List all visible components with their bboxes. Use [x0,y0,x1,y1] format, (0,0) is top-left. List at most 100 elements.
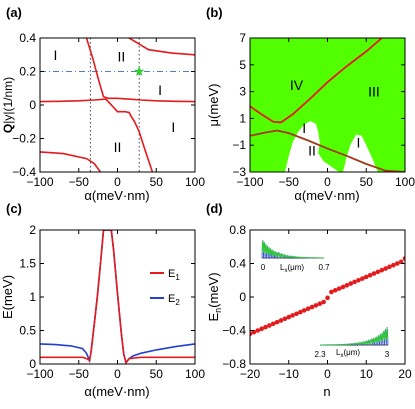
panel-a-star-marker [134,66,145,76]
panel-a-region-label: I [54,47,58,63]
panel-a-frame [39,37,196,173]
panel-a-region-label: II [114,139,122,155]
panel-a-xtick-label: 100 [185,175,205,189]
panel-d-data-point [402,256,405,261]
panel-d-data-point [317,301,323,307]
panel-d-data-point [259,326,264,332]
panel-d-data-point [329,289,334,295]
panel-c-xtick-label: 0 [114,367,121,381]
panel-c-plot-area [40,230,195,364]
panel-a-ytick-label: 0 [29,98,36,112]
panel-d-data-point [344,282,350,288]
panel-b-white-region-2 [343,134,378,172]
panel-b-ytick-label: 3 [239,85,246,99]
panel-c-legend-label: E2 [168,293,180,307]
panel-d-data-point [290,313,295,318]
panel-b-xtick-label: −100 [236,175,263,189]
panel-d-plot-area [250,256,405,337]
panel-b-region-label: II [308,143,316,159]
panel-d-inset-top [261,239,325,260]
panel-c-ytick-label: 2 [29,223,36,237]
panel-b-white-region-1 [284,121,340,172]
panel-d-data-point [286,314,292,320]
panel-d-data-point [340,284,346,290]
panel-a-ytick-label: −0.2 [12,132,36,146]
panel-b-boundary-1 [250,38,383,124]
panel-c-xtick-label: −50 [69,367,90,381]
panel-c-ytick-label: 1 [29,290,36,304]
panel-c-xlabel: α(meV·nm) [84,384,149,399]
panel-d-ytick-label: 0.8 [229,223,246,237]
panel-d-data-point [278,318,284,323]
panel-a-curve-1 [85,38,195,103]
panel-c-frame [39,229,196,365]
panel-label-b: (b) [206,5,223,20]
panel-a-curve-4 [128,38,195,56]
panel-d-xtick-label: −20 [240,367,261,381]
panel-c-ylabel: E(meV) [0,275,15,319]
panel-d-inset-bottom-wave-2 [319,327,389,346]
panel-d-frame [249,229,406,365]
panel-d-inset-bottom-tick-1: 3 [385,350,390,359]
panel-d-data-point [379,267,385,273]
panel-b-ytick-label: 7 [239,31,246,45]
panel-d-data-point [298,309,303,315]
panel-b-xtick-label: 0 [324,175,331,189]
panel-d-data-point [263,324,268,330]
panel-c-ytick-label: 0 [29,357,36,371]
panel-d-data-point [270,321,276,327]
panel-a-xlabel: α(meV·nm) [84,188,149,203]
panel-a-ytick-label: 0.4 [19,31,36,45]
panel-a-xtick-label: 50 [150,175,164,189]
panel-d-data-point [360,276,365,281]
panel-d-data-point [383,266,388,271]
panel-d-data-point [325,295,330,301]
panel-a-region-label: I [158,82,162,98]
panel-a-ylabel: Q|y|(1/nm) [1,77,15,133]
panel-d-data-point [313,303,319,308]
panel-b-xtick-label: 100 [395,175,415,189]
panel-d-inset-top-tick-1: 0.7 [318,263,330,272]
panel-d-data-point [394,261,400,266]
panel-d-ylabel: En(meV) [206,272,223,321]
panel-c-series-e1 [40,230,195,364]
panel-c-legend-label: E1 [168,268,180,282]
panel-d-data-point [251,329,257,335]
panel-b-ytick-label: 5 [239,58,246,72]
panel-b-region-label: IV [290,77,304,93]
panel-d-data-point [332,288,338,293]
panel-label-d: (d) [206,201,223,216]
panel-b-region-label: III [368,84,380,100]
panel-d-ytick-label: 0.4 [229,257,246,271]
panel-d-ytick-label: 0 [239,290,246,304]
panel-b-boundary-2-red [250,129,405,172]
panel-d-inset-bottom [319,327,389,347]
panel-d-data-point [301,308,307,313]
panel-b-ytick-label: 1 [239,111,246,125]
panel-d-inset-bottom-tick-0: 2.3 [314,350,326,359]
panel-b-xtick-label: 50 [360,175,374,189]
panel-c-xtick-label: 50 [150,367,164,381]
panel-a-xtick-label: −50 [69,175,90,189]
panel-a-xtick-label: 0 [114,175,121,189]
panel-d-inset-top-wave-2 [261,239,325,259]
panel-label-c: (c) [6,201,22,216]
panel-d-ytick-label: −0.8 [222,357,246,371]
panel-b-region-label: I [302,120,306,136]
panel-b-region-label: I [357,135,361,151]
panel-b-green-region [250,38,405,172]
panel-d-xtick-label: 10 [360,367,374,381]
panel-d-inset-top-label: Lx(μm) [280,263,304,274]
panel-d-data-point [305,306,311,312]
panel-c-chart: E1 E2 −100 −50 0 50 100 0 0.5 1 1.5 2 [19,223,205,381]
panel-d-xtick-label: −10 [279,367,300,381]
panel-c-xtick-label: 100 [185,367,205,381]
panel-d-inset-bottom-label: Lx(μm) [336,348,360,359]
panel-label-a: (a) [6,5,22,20]
panel-d-data-point [371,271,377,276]
